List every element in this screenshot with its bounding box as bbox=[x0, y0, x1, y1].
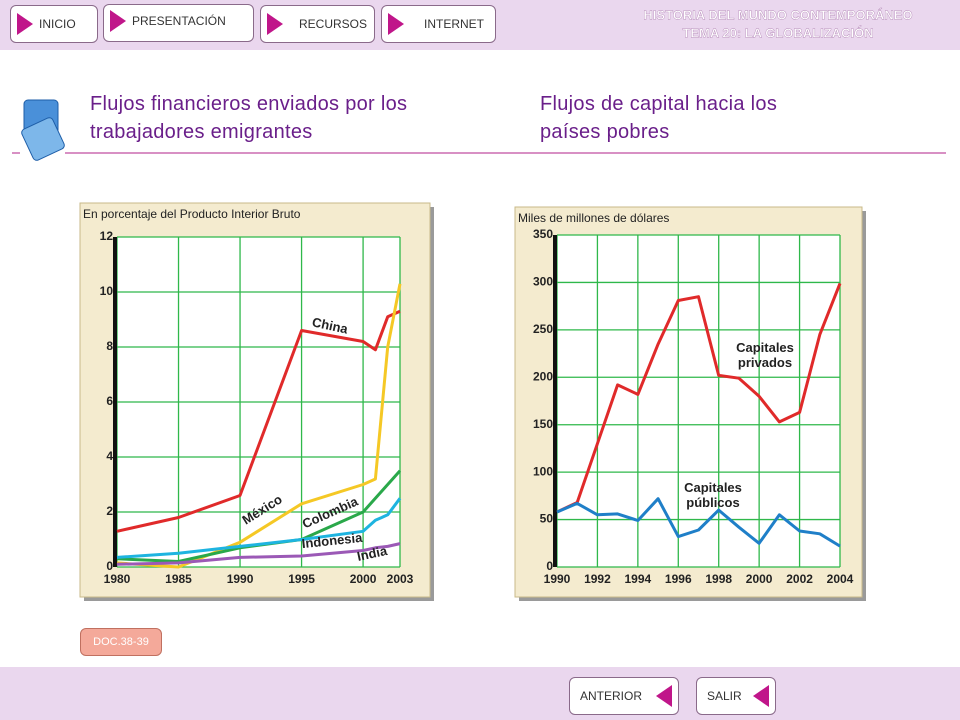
y-tick-label: 100 bbox=[533, 464, 553, 478]
y-tick-label: 6 bbox=[106, 394, 113, 408]
y-tick-label: 12 bbox=[100, 229, 114, 243]
x-tick-label: 2000 bbox=[350, 572, 377, 586]
nav-button[interactable]: ANTERIOR bbox=[569, 677, 679, 715]
topic-title: TEMA 20: LA GLOBALIZACIÓN bbox=[682, 25, 873, 40]
series-label: Capitales privados bbox=[736, 340, 794, 370]
series-line bbox=[116, 497, 402, 559]
y-tick-label: 150 bbox=[533, 417, 553, 431]
series-line bbox=[116, 309, 401, 533]
series-line bbox=[116, 469, 402, 563]
y-axis-label: En porcentaje del Producto Interior Brut… bbox=[83, 207, 301, 221]
x-tick-label: 1994 bbox=[625, 572, 652, 586]
course-title: HISTORIA DEL MUNDO CONTEMPORÁNEO bbox=[643, 7, 912, 22]
y-tick-label: 200 bbox=[533, 369, 553, 383]
nav-label[interactable]: INICIO bbox=[39, 17, 76, 31]
series-line bbox=[116, 542, 401, 566]
nav-button[interactable]: PRESENTACIÓN bbox=[103, 4, 254, 42]
nav-label[interactable]: PRESENTACIÓN bbox=[132, 14, 226, 28]
y-tick-label: 50 bbox=[540, 512, 554, 526]
doc-button[interactable]: DOC.38-39 bbox=[80, 628, 162, 656]
nav-label[interactable]: INTERNET bbox=[424, 17, 484, 31]
x-tick-label: 1998 bbox=[705, 572, 732, 586]
x-tick-label: 2002 bbox=[786, 572, 813, 586]
x-tick-label: 1990 bbox=[227, 572, 254, 586]
axis-bar bbox=[553, 235, 557, 567]
x-tick-label: 1995 bbox=[288, 572, 315, 586]
y-tick-label: 4 bbox=[106, 449, 113, 463]
heading: Flujos de capital hacia los países pobre… bbox=[540, 93, 778, 143]
nav-button[interactable]: SALIR bbox=[696, 677, 776, 715]
y-tick-label: 300 bbox=[533, 275, 553, 289]
heading: Flujos financieros enviados por los trab… bbox=[90, 93, 408, 143]
nav-label[interactable]: ANTERIOR bbox=[580, 689, 643, 703]
nav-button[interactable]: INTERNET bbox=[381, 5, 496, 43]
x-tick-label: 1980 bbox=[104, 572, 131, 586]
nav-label[interactable]: SALIR bbox=[707, 689, 742, 703]
icon bbox=[21, 117, 65, 161]
nav-label[interactable]: RECURSOS bbox=[299, 17, 368, 31]
bottom-bar bbox=[0, 667, 960, 720]
x-tick-label: 1996 bbox=[665, 572, 692, 586]
y-tick-label: 8 bbox=[106, 339, 113, 353]
x-tick-label: 1990 bbox=[544, 572, 571, 586]
nav-button[interactable]: INICIO bbox=[10, 5, 98, 43]
x-tick-label: 1985 bbox=[165, 572, 192, 586]
series-line bbox=[556, 282, 842, 514]
x-tick-label: 2003 bbox=[387, 572, 414, 586]
y-axis-label: Miles de millones de dólares bbox=[518, 211, 669, 225]
y-tick-label: 0 bbox=[106, 559, 113, 573]
y-tick-label: 10 bbox=[100, 284, 114, 298]
x-tick-label: 2004 bbox=[827, 572, 854, 586]
x-tick-label: 2000 bbox=[746, 572, 773, 586]
series-line bbox=[556, 497, 841, 548]
series-label: Capitales públicos bbox=[684, 480, 742, 510]
y-tick-label: 250 bbox=[533, 322, 553, 336]
plot-area bbox=[557, 235, 840, 567]
x-tick-label: 1992 bbox=[584, 572, 611, 586]
nav-button[interactable]: RECURSOS bbox=[260, 5, 375, 43]
y-tick-label: 2 bbox=[106, 504, 113, 518]
y-tick-label: 350 bbox=[533, 227, 553, 241]
y-tick-label: 0 bbox=[546, 559, 553, 573]
axis-bar bbox=[113, 237, 117, 567]
